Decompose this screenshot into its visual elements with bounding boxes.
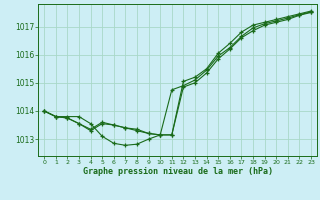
X-axis label: Graphe pression niveau de la mer (hPa): Graphe pression niveau de la mer (hPa) [83,167,273,176]
